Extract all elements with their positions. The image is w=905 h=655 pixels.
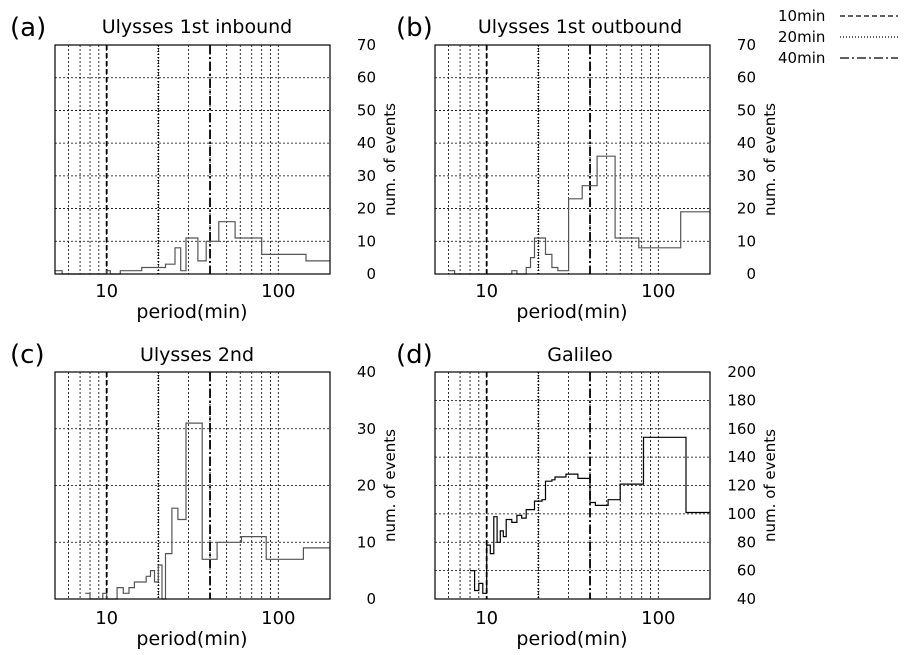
- y-tick-label: 0: [366, 265, 376, 283]
- plot-area: 40 60 80 100 120 140 160 180 200: [434, 363, 756, 608]
- y-tick-label: 20: [357, 200, 376, 218]
- y-tick-label: 70: [357, 36, 376, 54]
- legend: 10min 20min 40min: [778, 7, 898, 67]
- x-tick-label-10: 10: [95, 608, 118, 629]
- plot-frame: [434, 371, 711, 600]
- y-tick-label: 10: [357, 232, 376, 250]
- x-axis-label: period(min): [516, 301, 627, 323]
- plot-frame: [434, 44, 711, 275]
- x-tick-label-100: 100: [641, 608, 675, 629]
- y-tick-label: 100: [727, 505, 756, 523]
- y-tick-label: 10: [737, 232, 756, 250]
- y-tick-label: 50: [737, 101, 756, 119]
- y-axis-label: num. of events: [381, 103, 399, 216]
- x-axis-label: period(min): [136, 301, 247, 323]
- histogram-step-line: [470, 436, 710, 594]
- y-tick-label: 70: [737, 36, 756, 54]
- y-tick-label: 40: [737, 590, 756, 608]
- chart-title: Ulysses 2nd: [140, 344, 254, 366]
- y-tick-label: 20: [357, 477, 376, 495]
- legend-label-40min: 40min: [778, 49, 825, 67]
- y-tick-label: 120: [727, 477, 756, 495]
- x-axis-label: period(min): [136, 628, 247, 650]
- y-tick-label: 0: [366, 590, 376, 608]
- legend-label-10min: 10min: [778, 7, 825, 25]
- histogram-step-line: [55, 221, 330, 275]
- x-axis-label: period(min): [516, 628, 627, 650]
- y-axis-label: num. of events: [761, 103, 779, 216]
- y-tick-label: 10: [357, 533, 376, 551]
- plot-frame: [54, 371, 331, 600]
- panel-c: (c) Ulysses 2nd 0 10 20 30 40 10 100 period(…: [10, 340, 399, 650]
- y-tick-label: 30: [737, 167, 756, 185]
- x-tick-label-100: 100: [261, 608, 295, 629]
- x-tick-label-10: 10: [475, 608, 498, 629]
- plot-area: 0 10 20 30 40: [54, 363, 376, 608]
- y-tick-label: 140: [727, 448, 756, 466]
- y-tick-label: 60: [737, 69, 756, 87]
- y-tick-label: 60: [357, 69, 376, 87]
- y-tick-label: 50: [357, 101, 376, 119]
- histogram-step-line: [448, 155, 710, 275]
- y-tick-label: 20: [737, 200, 756, 218]
- plot-area: 0 10 20 30 40 50 60 70: [434, 36, 756, 283]
- y-tick-label: 40: [357, 134, 376, 152]
- y-tick-label: 80: [737, 533, 756, 551]
- y-tick-label: 160: [727, 420, 756, 438]
- y-tick-label: 180: [727, 391, 756, 409]
- x-tick-label-100: 100: [261, 281, 295, 302]
- y-tick-label: 0: [746, 265, 756, 283]
- y-tick-label: 60: [737, 562, 756, 580]
- y-tick-label: 30: [357, 167, 376, 185]
- panel-label: (d): [396, 340, 433, 370]
- panel-label: (b): [396, 13, 433, 43]
- panel-b: (b) Ulysses 1st outbound 0 10 20 30 40 50 60 70…: [396, 13, 779, 323]
- legend-label-20min: 20min: [778, 28, 825, 46]
- y-tick-label: 200: [727, 363, 756, 381]
- y-tick-label: 40: [737, 134, 756, 152]
- x-tick-label-10: 10: [95, 281, 118, 302]
- histogram-step-line: [85, 422, 330, 600]
- plot-area: 0 10 20 30 40 50 60 70: [54, 36, 376, 283]
- chart-title: Galileo: [547, 344, 613, 366]
- panel-label: (a): [10, 13, 46, 43]
- chart-title: Ulysses 1st outbound: [478, 16, 682, 38]
- chart-title: Ulysses 1st inbound: [102, 16, 292, 38]
- panel-a: (a) Ulysses 1st inbound 010203040506070 …: [10, 13, 399, 323]
- y-axis-label: num. of events: [761, 429, 779, 542]
- panel-label: (c): [10, 340, 45, 370]
- y-tick-label: 30: [357, 420, 376, 438]
- x-tick-label-100: 100: [641, 281, 675, 302]
- y-tick-label: 40: [357, 363, 376, 381]
- plot-frame: [54, 44, 331, 275]
- x-tick-label-10: 10: [475, 281, 498, 302]
- y-axis-label: num. of events: [381, 429, 399, 542]
